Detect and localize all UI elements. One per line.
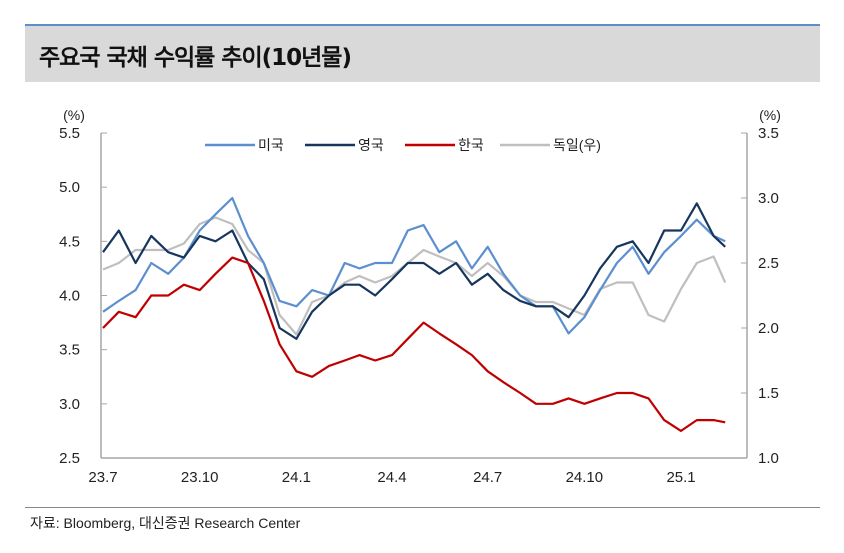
title-bar: 주요국 국채 수익률 추이(10년물) <box>25 24 820 82</box>
x-tick-label: 24.10 <box>566 469 604 486</box>
x-tick-label: 24.7 <box>473 469 502 486</box>
series-line-3 <box>102 216 727 336</box>
legend-label: 미국 <box>258 137 284 153</box>
legend-label: 한국 <box>458 137 484 153</box>
chart-title: 주요국 국채 수익률 추이(10년물) <box>39 45 352 71</box>
right-tick-label: 3.5 <box>758 125 779 142</box>
x-tick-label: 24.4 <box>377 469 406 486</box>
left-axis-unit: (%) <box>63 107 85 123</box>
source-divider <box>25 507 820 508</box>
left-tick-label: 5.5 <box>59 125 80 142</box>
series-line-1 <box>102 202 726 340</box>
series-lines <box>102 196 727 432</box>
left-tick-label: 3.5 <box>59 342 80 359</box>
legend-label: 독일(우) <box>553 137 601 153</box>
left-tick-label: 3.0 <box>59 396 80 413</box>
right-tick-label: 2.0 <box>758 320 779 337</box>
line-chart: (%) (%) 2.5 3.0 3.5 4.0 4.5 5.0 5.5 1.0 1.5 2.0 2.5 3… <box>59 107 781 486</box>
left-tick-label: 4.5 <box>59 233 80 250</box>
right-tick-label: 1.0 <box>758 450 779 467</box>
left-tick-label: 2.5 <box>59 450 80 467</box>
x-tick-label: 25.1 <box>666 469 695 486</box>
legend-label: 영국 <box>358 137 384 153</box>
x-tick-label: 23.7 <box>88 469 117 486</box>
right-tick-label: 1.5 <box>758 385 779 402</box>
axes: (%) (%) 2.5 3.0 3.5 4.0 4.5 5.0 5.5 1.0 1.5 2.0 2.5 3… <box>59 107 781 486</box>
x-tick-label: 24.1 <box>282 469 311 486</box>
x-tick-label: 23.10 <box>181 469 219 486</box>
right-tick-label: 2.5 <box>758 255 779 272</box>
source-note: 자료: Bloomberg, 대신증권 Research Center <box>30 515 301 531</box>
right-axis-unit: (%) <box>759 107 781 123</box>
series-line-2 <box>102 256 726 432</box>
left-tick-label: 4.0 <box>59 288 80 305</box>
left-tick-label: 5.0 <box>59 179 80 196</box>
series-line-0 <box>102 196 726 335</box>
right-tick-label: 3.0 <box>758 190 779 207</box>
legend: 미국 영국 한국 독일(우) <box>205 137 601 153</box>
